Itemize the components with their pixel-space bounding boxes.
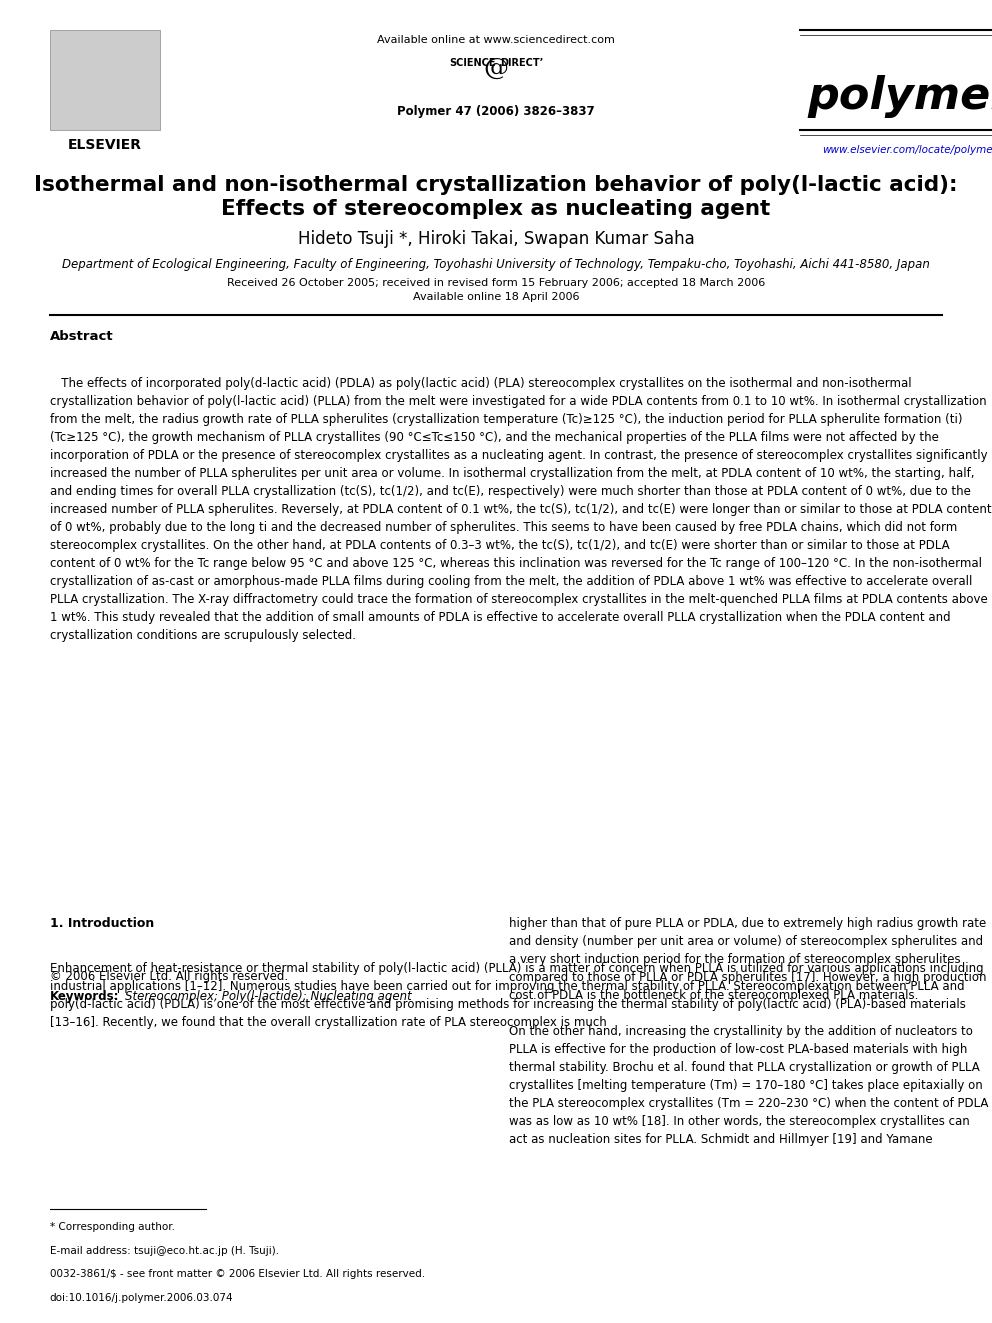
Text: ELSEVIER: ELSEVIER [68,138,142,152]
Text: Received 26 October 2005; received in revised form 15 February 2006; accepted 18: Received 26 October 2005; received in re… [227,278,765,288]
Text: Polymer 47 (2006) 3826–3837: Polymer 47 (2006) 3826–3837 [397,105,595,118]
Text: DIRECT’: DIRECT’ [500,58,544,67]
Text: @: @ [483,58,509,81]
Bar [50,30,160,130]
Text: SCIENCE: SCIENCE [449,58,496,67]
Text: www.elsevier.com/locate/polymer: www.elsevier.com/locate/polymer [822,146,992,155]
Text: © 2006 Elsevier Ltd. All rights reserved.: © 2006 Elsevier Ltd. All rights reserved… [50,971,288,983]
Text: Isothermal and non-isothermal crystallization behavior of poly(l-lactic acid):: Isothermal and non-isothermal crystalliz… [35,175,957,194]
Text: 1. Introduction: 1. Introduction [50,917,154,930]
Text: Abstract: Abstract [50,329,114,343]
Text: Available online at www.sciencedirect.com: Available online at www.sciencedirect.co… [377,34,615,45]
Text: higher than that of pure PLLA or PDLA, due to extremely high radius growth rate : higher than that of pure PLLA or PDLA, d… [510,917,989,1146]
Text: polymer: polymer [807,75,992,118]
Text: Keywords:: Keywords: [50,990,119,1003]
Text: Available online 18 April 2006: Available online 18 April 2006 [413,292,579,302]
Text: Stereocomplex; Poly(l-lactide); Nucleating agent: Stereocomplex; Poly(l-lactide); Nucleati… [125,990,413,1003]
Text: Enhancement of heat-resistance or thermal stability of poly(l-lactic acid) (PLLA: Enhancement of heat-resistance or therma… [50,962,983,1029]
Text: E-mail address: tsuji@eco.ht.ac.jp (H. Tsuji).: E-mail address: tsuji@eco.ht.ac.jp (H. T… [50,1246,279,1256]
Text: doi:10.1016/j.polymer.2006.03.074: doi:10.1016/j.polymer.2006.03.074 [50,1294,233,1303]
Text: 0032-3861/$ - see front matter © 2006 Elsevier Ltd. All rights reserved.: 0032-3861/$ - see front matter © 2006 El… [50,1270,425,1279]
Text: * Corresponding author.: * Corresponding author. [50,1222,175,1232]
Text: Department of Ecological Engineering, Faculty of Engineering, Toyohashi Universi: Department of Ecological Engineering, Fa… [62,258,930,271]
Text: The effects of incorporated poly(d-lactic acid) (PDLA) as poly(lactic acid) (PLA: The effects of incorporated poly(d-lacti… [50,377,991,642]
Text: Effects of stereocomplex as nucleating agent: Effects of stereocomplex as nucleating a… [221,198,771,220]
Text: Hideto Tsuji *, Hiroki Takai, Swapan Kumar Saha: Hideto Tsuji *, Hiroki Takai, Swapan Kum… [298,230,694,247]
